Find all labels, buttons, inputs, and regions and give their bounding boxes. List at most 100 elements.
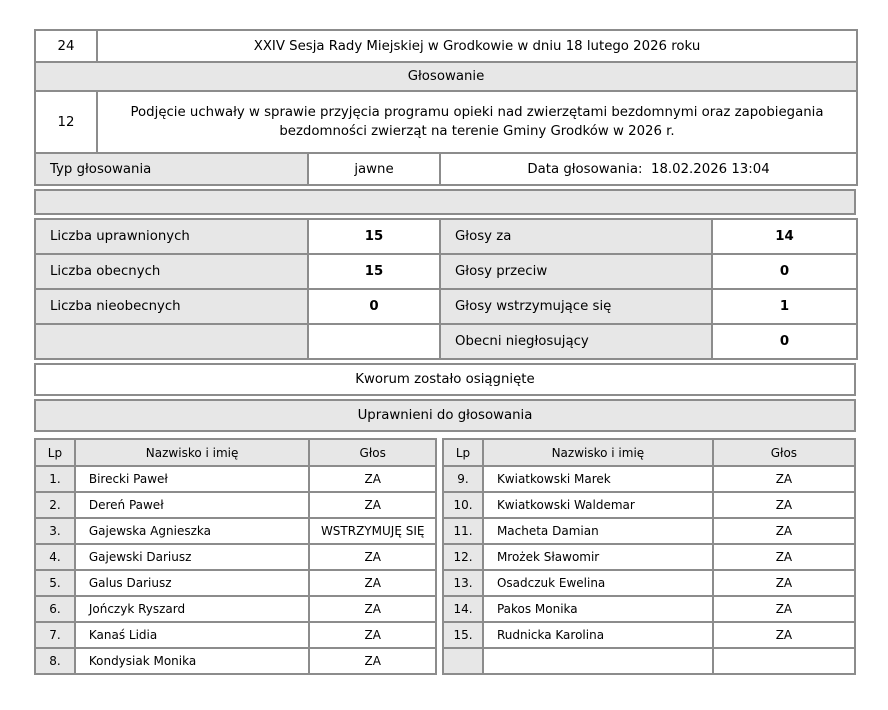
- lp-cell: 5.: [34, 569, 76, 597]
- stat-value: 15: [307, 218, 441, 255]
- name-cell: Kanaś Lidia: [73, 621, 311, 649]
- stat-label: [34, 323, 309, 360]
- voting-type-value: jawne: [307, 152, 441, 186]
- vote-cell: ZA: [308, 621, 438, 649]
- col-name-header: Nazwisko i imię: [481, 438, 714, 467]
- voting-date-cell: Data głosowania: 18.02.2026 13:04: [438, 152, 859, 186]
- voting-banner: Głosowanie: [33, 61, 859, 92]
- agenda-item-row: 12 Podjęcie uchwały w sprawie przyjęcia …: [34, 90, 859, 154]
- stats-row: Liczba obecnych 15 Głosy przeciw 0: [34, 253, 858, 290]
- voters-header-row: Lp Nazwisko i imię Głos: [442, 438, 857, 467]
- table-row: 1. Birecki Paweł ZA: [34, 465, 438, 493]
- lp-cell: 14.: [442, 595, 484, 623]
- header-table: 24 XXIV Sesja Rady Miejskiej w Grodkowie…: [33, 29, 859, 186]
- voters-header-row: Lp Nazwisko i imię Głos: [34, 438, 438, 467]
- name-cell: Kwiatkowski Marek: [481, 465, 714, 493]
- table-row: 14. Pakos Monika ZA: [442, 595, 857, 623]
- col-vote-header: Głos: [711, 438, 857, 467]
- lp-cell: 7.: [34, 621, 76, 649]
- lp-cell: [442, 647, 484, 675]
- lp-cell: 4.: [34, 543, 76, 571]
- lp-cell: 9.: [442, 465, 484, 493]
- table-row: 7. Kanaś Lidia ZA: [34, 621, 438, 649]
- lp-cell: 10.: [442, 491, 484, 519]
- vote-cell: ZA: [711, 569, 857, 597]
- lp-cell: 11.: [442, 517, 484, 545]
- name-cell: Dereń Paweł: [73, 491, 311, 519]
- lp-cell: 13.: [442, 569, 484, 597]
- table-row: 13. Osadczuk Ewelina ZA: [442, 569, 857, 597]
- voting-date-label: Data głosowania:: [527, 161, 643, 177]
- lp-cell: 3.: [34, 517, 76, 545]
- table-row: 10. Kwiatkowski Waldemar ZA: [442, 491, 857, 519]
- stat-label: Głosy wstrzymujące się: [439, 288, 713, 325]
- stat-label: Liczba nieobecnych: [34, 288, 309, 325]
- stat-label: Głosy za: [439, 218, 713, 255]
- voting-report: 24 XXIV Sesja Rady Miejskiej w Grodkowie…: [33, 29, 859, 675]
- voting-banner-row: Głosowanie: [33, 61, 859, 92]
- vote-cell: ZA: [711, 517, 857, 545]
- lp-cell: 2.: [34, 491, 76, 519]
- lp-cell: 12.: [442, 543, 484, 571]
- name-cell: Birecki Paweł: [73, 465, 311, 493]
- vote-cell: ZA: [308, 491, 438, 519]
- vote-cell: ZA: [711, 621, 857, 649]
- stat-value: 0: [307, 288, 441, 325]
- quorum-row: Kworum zostało osiągnięte: [34, 363, 856, 396]
- agenda-item-title: Podjęcie uchwały w sprawie przyjęcia pro…: [95, 90, 859, 154]
- voters-section-row: Uprawnieni do głosowania: [34, 399, 856, 432]
- table-row: 4. Gajewski Dariusz ZA: [34, 543, 438, 571]
- col-name-header: Nazwisko i imię: [73, 438, 311, 467]
- name-cell: Gajewska Agnieszka: [73, 517, 311, 545]
- stat-label: Liczba uprawnionych: [34, 218, 309, 255]
- voting-type-row: Typ głosowania jawne Data głosowania: 18…: [34, 152, 859, 186]
- name-cell: Pakos Monika: [481, 595, 714, 623]
- lp-cell: 1.: [34, 465, 76, 493]
- agenda-item-number: 12: [34, 90, 98, 154]
- table-row: 5. Galus Dariusz ZA: [34, 569, 438, 597]
- vote-cell: ZA: [711, 465, 857, 493]
- name-cell: Gajewski Dariusz: [73, 543, 311, 571]
- voters-roll: Lp Nazwisko i imię Głos 1. Birecki Paweł…: [34, 438, 857, 675]
- vote-cell: ZA: [308, 543, 438, 571]
- table-row: 8. Kondysiak Monika ZA: [34, 647, 438, 675]
- vote-cell: ZA: [711, 491, 857, 519]
- table-row: 2. Dereń Paweł ZA: [34, 491, 438, 519]
- vote-cell: [711, 647, 857, 675]
- quorum-text: Kworum zostało osiągnięte: [34, 363, 856, 396]
- name-cell: Kwiatkowski Waldemar: [481, 491, 714, 519]
- name-cell: Macheta Damian: [481, 517, 714, 545]
- stat-label: Liczba obecnych: [34, 253, 309, 290]
- stat-value: 0: [711, 323, 858, 360]
- name-cell: Kondysiak Monika: [73, 647, 311, 675]
- session-title: XXIV Sesja Rady Miejskiej w Grodkowie w …: [95, 29, 859, 63]
- table-row: 15. Rudnicka Karolina ZA: [442, 621, 857, 649]
- name-cell: Mrożek Sławomir: [481, 543, 714, 571]
- stat-value: 14: [711, 218, 858, 255]
- voters-table-left: Lp Nazwisko i imię Głos 1. Birecki Paweł…: [34, 438, 438, 675]
- name-cell: Osadczuk Ewelina: [481, 569, 714, 597]
- col-lp-header: Lp: [442, 438, 484, 467]
- vote-cell: ZA: [711, 543, 857, 571]
- vote-cell: WSTRZYMUJĘ SIĘ: [308, 517, 438, 545]
- table-row: 9. Kwiatkowski Marek ZA: [442, 465, 857, 493]
- voters-section-title: Uprawnieni do głosowania: [34, 399, 856, 432]
- stats-row: Liczba nieobecnych 0 Głosy wstrzymujące …: [34, 288, 858, 325]
- divider-bar: [34, 189, 856, 215]
- quorum-table: Kworum zostało osiągnięte: [34, 363, 856, 396]
- lp-cell: 6.: [34, 595, 76, 623]
- vote-cell: ZA: [308, 595, 438, 623]
- lp-cell: 8.: [34, 647, 76, 675]
- lp-cell: 15.: [442, 621, 484, 649]
- vote-cell: ZA: [308, 465, 438, 493]
- stats-row: Liczba uprawnionych 15 Głosy za 14: [34, 218, 858, 255]
- stat-label: Głosy przeciw: [439, 253, 713, 290]
- vote-cell: ZA: [711, 595, 857, 623]
- name-cell: Jończyk Ryszard: [73, 595, 311, 623]
- stat-value: 0: [711, 253, 858, 290]
- col-lp-header: Lp: [34, 438, 76, 467]
- table-row: 6. Jończyk Ryszard ZA: [34, 595, 438, 623]
- table-row: 12. Mrożek Sławomir ZA: [442, 543, 857, 571]
- table-row: 3. Gajewska Agnieszka WSTRZYMUJĘ SIĘ: [34, 517, 438, 545]
- vote-cell: ZA: [308, 647, 438, 675]
